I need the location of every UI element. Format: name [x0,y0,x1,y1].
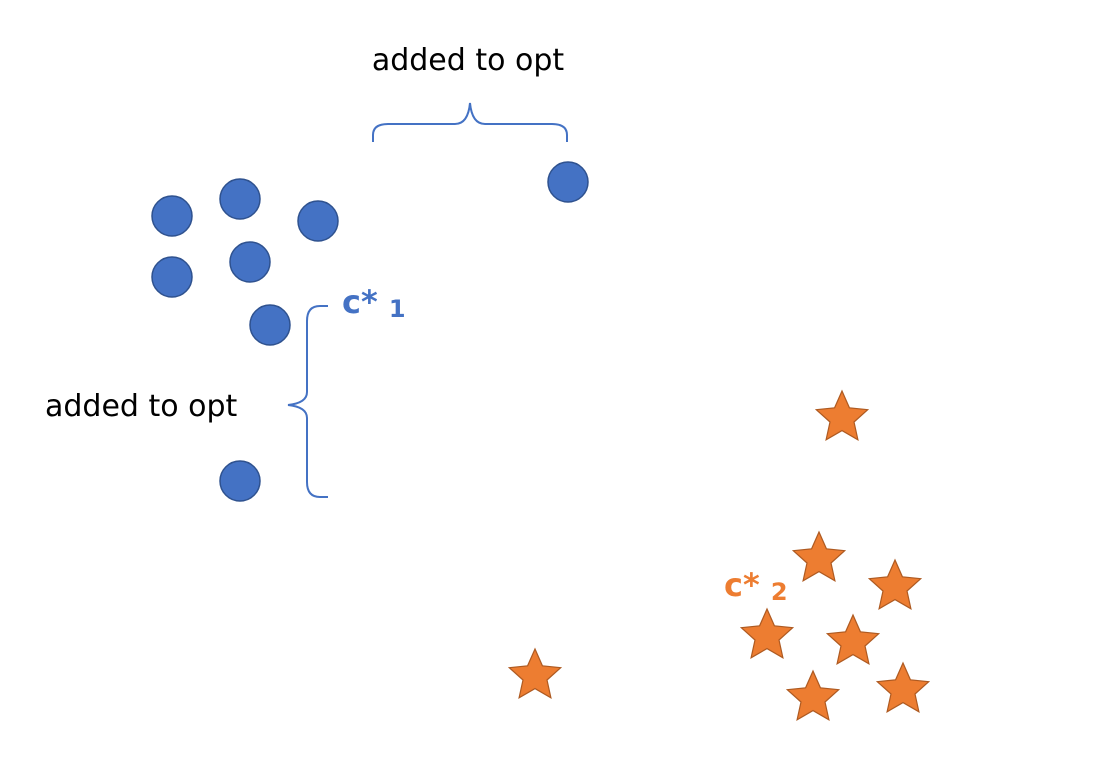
top-brace [372,102,568,142]
top-brace-label: added to opt [372,43,565,78]
star-point [825,613,881,666]
circle-points [151,161,589,502]
circle-point [151,256,193,298]
left-brace [287,305,328,498]
circle-point [547,161,589,203]
cluster-1-label: c* 1 [342,283,406,323]
cluster-2-label-main: c* [724,566,760,604]
star-point [867,558,923,611]
circle-point [219,460,261,502]
circle-point [229,241,271,283]
left-brace-label: added to opt [45,389,238,424]
star-point [791,530,847,583]
circle-point [219,178,261,220]
star-point [875,661,931,714]
cluster-2-label: c* 2 [724,566,788,606]
cluster-1-label-main: c* [342,283,378,321]
cluster-2-label-sub: 2 [771,578,788,606]
star-point [507,647,563,700]
star-point [739,607,795,660]
star-point [814,389,870,442]
cluster-1-label-sub: 1 [389,295,406,323]
star-point [785,669,841,722]
star-points [507,389,931,722]
circle-point [297,200,339,242]
circle-point [249,304,291,346]
circle-point [151,195,193,237]
